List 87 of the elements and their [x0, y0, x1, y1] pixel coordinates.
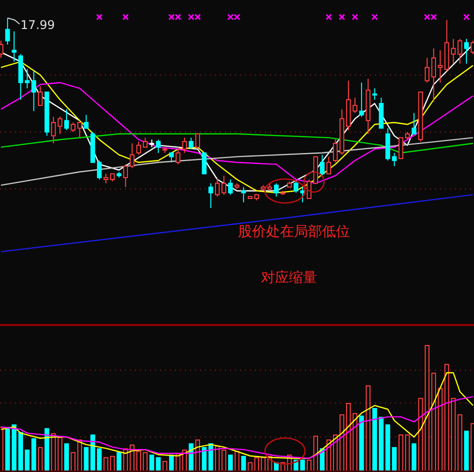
candlestick — [70, 122, 76, 132]
bar — [412, 443, 416, 472]
candlestick — [84, 114, 89, 129]
bar — [70, 452, 76, 472]
candlestick — [274, 182, 279, 198]
candlestick — [136, 141, 142, 156]
bar — [38, 447, 43, 472]
candlestick — [24, 68, 30, 89]
candlestick — [424, 57, 430, 84]
bar — [169, 454, 174, 472]
candlestick — [64, 108, 69, 131]
candlestick — [169, 152, 174, 163]
bar — [372, 408, 378, 472]
bar — [116, 452, 122, 472]
bar — [84, 447, 89, 472]
candlestick — [176, 146, 180, 165]
candlestick — [182, 137, 187, 154]
candlestick — [77, 120, 82, 138]
bar — [359, 416, 364, 472]
candlestick — [222, 175, 226, 196]
bar — [450, 398, 456, 472]
candlestick — [31, 70, 36, 112]
candlestick — [431, 48, 436, 102]
candlestick — [228, 179, 233, 196]
bar — [241, 456, 246, 472]
candlestick — [202, 152, 207, 174]
bar — [64, 443, 69, 472]
candlestick — [438, 50, 443, 84]
bar — [156, 457, 161, 472]
bar — [470, 423, 474, 472]
bar — [0, 426, 4, 472]
annotation: 17.99 — [20, 18, 55, 32]
bar — [24, 450, 30, 472]
candlestick — [188, 137, 194, 150]
bar — [366, 385, 370, 472]
candlestick — [241, 186, 246, 203]
bar — [149, 454, 154, 472]
bar — [142, 452, 148, 472]
bar — [405, 434, 410, 472]
bar — [222, 450, 226, 472]
candlestick — [458, 38, 462, 64]
bar — [418, 398, 423, 472]
bar — [424, 345, 430, 472]
candlestick — [214, 177, 220, 198]
candlestick — [464, 38, 469, 64]
candlestick — [326, 156, 332, 174]
candlestick — [412, 112, 416, 134]
bar — [398, 434, 404, 472]
candlestick — [5, 18, 10, 46]
bar — [228, 454, 233, 472]
candlestick — [104, 173, 108, 184]
bar — [392, 447, 397, 472]
candlestick — [320, 154, 325, 176]
bar — [104, 457, 108, 472]
candlestick — [332, 139, 338, 163]
text: 对应缩量 — [261, 270, 317, 286]
bar — [254, 457, 260, 472]
bar — [458, 414, 462, 472]
bar — [431, 372, 436, 472]
candlestick — [142, 137, 148, 148]
bar — [31, 438, 36, 472]
bar — [385, 424, 390, 472]
bar — [464, 430, 469, 472]
candlestick — [392, 152, 397, 167]
candlestick — [195, 133, 200, 148]
bar — [234, 450, 240, 472]
candlestick — [123, 164, 128, 188]
bar — [306, 460, 312, 472]
bar — [136, 450, 142, 472]
candlestick — [372, 88, 378, 100]
bar — [123, 448, 128, 472]
candlestick — [208, 182, 214, 208]
candlestick — [156, 139, 161, 154]
bar — [438, 388, 443, 472]
candlestick — [450, 38, 456, 64]
text: 股价处在局部低位 — [238, 224, 350, 240]
candlestick — [38, 86, 43, 106]
candlestick — [398, 137, 404, 160]
candlestick — [359, 82, 364, 118]
bar — [378, 416, 384, 472]
bar — [18, 432, 24, 472]
candlestick — [130, 142, 134, 169]
bar — [5, 426, 10, 472]
bar — [96, 448, 102, 472]
bar — [444, 364, 450, 472]
candlestick — [96, 160, 102, 180]
bar — [110, 456, 115, 472]
